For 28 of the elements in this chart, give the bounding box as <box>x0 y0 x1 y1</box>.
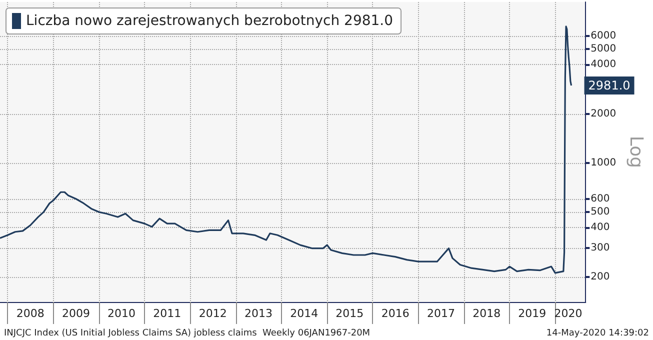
text: 14-May-2020 14:39:02 <box>546 328 650 338</box>
y-tick-label: 600 <box>590 193 610 204</box>
x-tick-label: 2020 <box>554 307 582 320</box>
x-tick-label: 2016 <box>381 307 410 320</box>
y-tick-label: 400 <box>590 222 610 234</box>
x-tick-label: 2012 <box>198 307 227 320</box>
y-tick-label: 4000 <box>590 59 616 70</box>
data-label: 2981.0 <box>588 78 630 93</box>
text: INJCJC Index (US Initial Jobless Claims SA) jobless claims Weekly 06JAN1967-20M <box>4 328 370 338</box>
y-tick-label: 200 <box>590 271 610 282</box>
y-tick-label: 300 <box>590 242 610 254</box>
x-tick-label: 2019 <box>518 307 546 320</box>
x-tick-label: 2015 <box>336 307 364 320</box>
x-tick-label: 2011 <box>153 307 182 320</box>
x-tick-label: 2009 <box>62 307 90 320</box>
x-tick-label: 2017 <box>426 307 455 320</box>
x-tick-label: 2008 <box>16 307 44 320</box>
x-tick-label: 2010 <box>108 307 136 320</box>
y-tick-label: 2000 <box>590 108 616 120</box>
y-tick-label: 6000 <box>590 30 616 42</box>
legend-label: Liczba nowo zarejestrowanych bezrobotnych 2981.0 <box>26 13 394 29</box>
y-tick-label: 500 <box>590 206 610 218</box>
x-tick-label: 2018 <box>472 307 501 320</box>
y-tick-label: 5000 <box>590 43 616 54</box>
y-axis-title: Log <box>626 136 646 168</box>
x-tick-label: 2014 <box>290 307 318 320</box>
x-tick-label: 2013 <box>244 307 272 320</box>
y-tick-label: 1000 <box>590 157 616 168</box>
